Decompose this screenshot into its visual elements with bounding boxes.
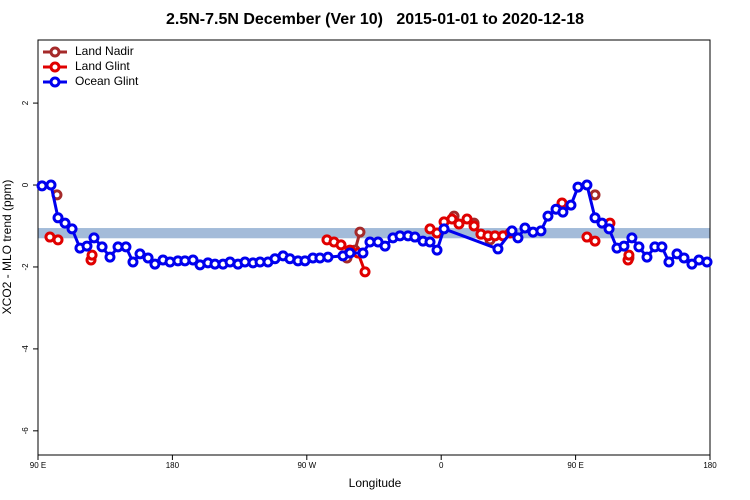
plot-frame [37, 39, 711, 456]
data-point [468, 220, 480, 232]
data-point [438, 223, 450, 235]
data-point [357, 247, 369, 259]
x-tick-label: 180 [703, 461, 717, 470]
data-point [127, 256, 139, 268]
data-point [565, 199, 577, 211]
data-point [589, 189, 601, 201]
legend-marker [49, 76, 61, 88]
legend-marker [49, 46, 61, 58]
data-point [335, 239, 347, 251]
data-point [557, 206, 569, 218]
chart-title: 2.5N-7.5N December (Ver 10) 2015-01-01 t… [166, 11, 584, 28]
data-point [354, 226, 366, 238]
data-point [596, 217, 608, 229]
band [38, 228, 710, 239]
x-tick-label: 90 E [567, 461, 583, 470]
data-point [424, 236, 436, 248]
data-point [134, 248, 146, 260]
data-point [492, 243, 504, 255]
data-point [45, 179, 57, 191]
x-tick-label: 0 [439, 461, 444, 470]
data-point [344, 247, 356, 259]
data-point [142, 252, 154, 264]
data-point [512, 232, 524, 244]
data-point [626, 232, 638, 244]
data-point [431, 244, 443, 256]
data-point [581, 231, 593, 243]
data-point [52, 212, 64, 224]
data-point [623, 249, 635, 261]
data-point [409, 231, 421, 243]
y-tick-label: 0 [21, 182, 30, 187]
data-point [506, 225, 518, 237]
data-point [104, 251, 116, 263]
y-tick-label: -4 [21, 345, 30, 353]
legend-label: Land Glint [75, 59, 130, 73]
data-point [120, 241, 132, 253]
data-point [453, 218, 465, 230]
data-point [656, 241, 668, 253]
y-tick-label: 2 [21, 100, 30, 105]
data-point [88, 232, 100, 244]
x-tick-label: 90 E [30, 461, 46, 470]
data-point [581, 179, 593, 191]
y-axis-label: XCO2 - MLO trend (ppm) [0, 180, 14, 315]
data-point [618, 240, 630, 252]
data-point [59, 217, 71, 229]
data-point [446, 213, 458, 225]
data-point [86, 249, 98, 261]
x-axis-label: Longitude [349, 476, 402, 490]
data-point [322, 251, 334, 263]
legend-label: Ocean Glint [75, 74, 139, 88]
legend-label: Land Nadir [75, 44, 134, 58]
data-point [461, 213, 473, 225]
data-point [149, 258, 161, 270]
data-point [589, 212, 601, 224]
data-point [701, 256, 713, 268]
data-point [641, 251, 653, 263]
x-tick-label: 90 W [297, 461, 316, 470]
data-point [66, 223, 78, 235]
data-point [663, 256, 675, 268]
data-point [81, 240, 93, 252]
data-point [542, 210, 554, 222]
data-point [633, 241, 645, 253]
data-point [535, 225, 547, 237]
data-point [96, 241, 108, 253]
y-tick-label: -2 [21, 263, 30, 271]
data-point [603, 223, 615, 235]
data-point [678, 252, 690, 264]
data-point [519, 222, 531, 234]
data-point [572, 181, 584, 193]
data-point [589, 235, 601, 247]
data-point [187, 254, 199, 266]
legend-marker [49, 61, 61, 73]
x-tick-label: 180 [166, 461, 180, 470]
y-tick-label: -6 [21, 427, 30, 435]
data-point [379, 240, 391, 252]
data-point [36, 180, 48, 192]
data-point [52, 234, 64, 246]
data-point [359, 266, 371, 278]
